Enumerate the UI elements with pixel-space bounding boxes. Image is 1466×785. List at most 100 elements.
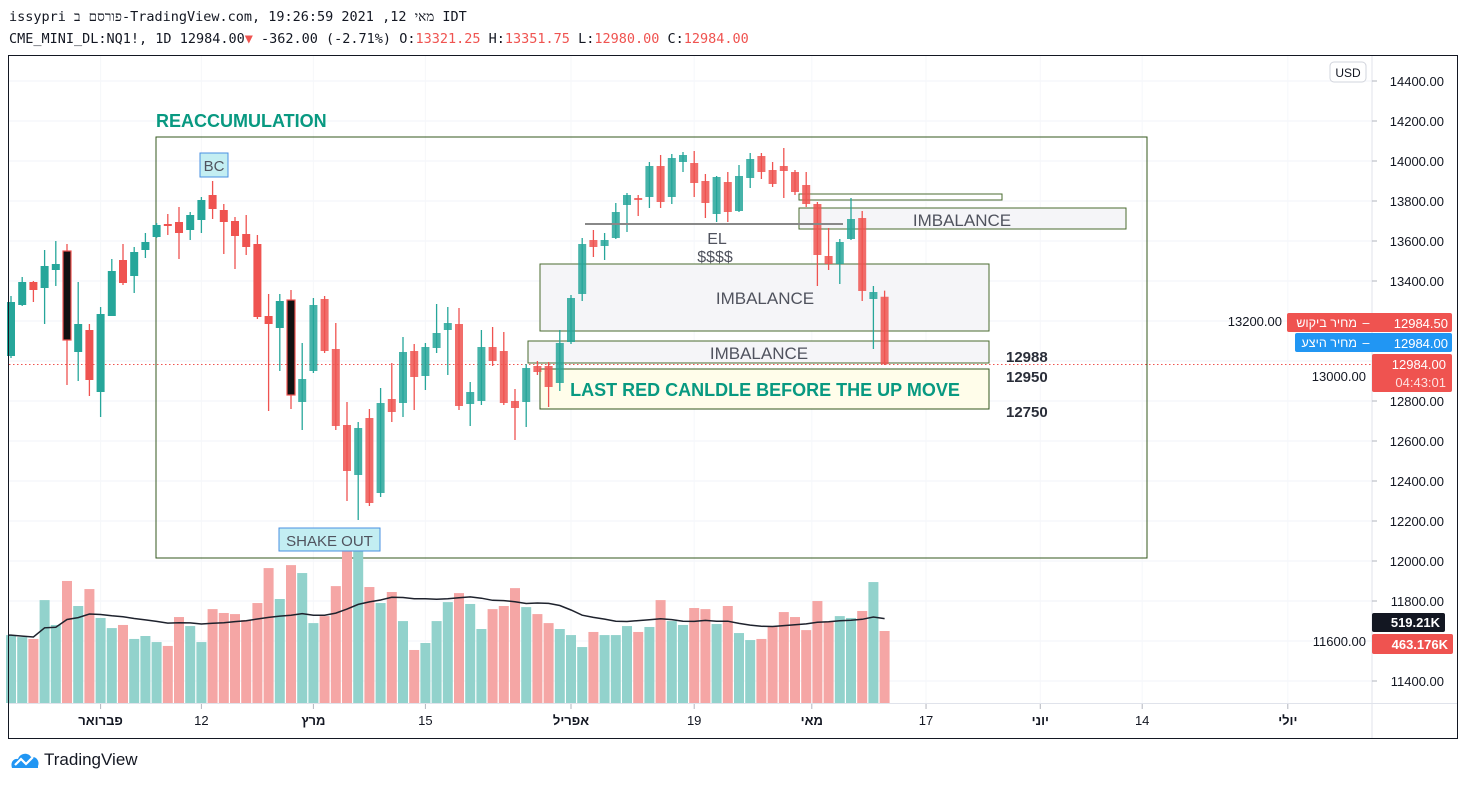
imbalance-mid-box[interactable]: [539, 263, 990, 332]
liquidity-label[interactable]: $$$$: [697, 249, 733, 266]
candle-body: [365, 418, 374, 503]
level-label-12950[interactable]: 12950: [1006, 369, 1048, 386]
candle: [264, 294, 273, 411]
ask-tag-dash: –: [1363, 336, 1370, 350]
price-tick-label: 11800.00: [1391, 594, 1444, 609]
currency-button[interactable]: [1329, 61, 1367, 83]
price-axis[interactable]: 14400.00 14200.00 14000.00 13800.00 13600.00…: [1228, 74, 1444, 689]
candle-body: [40, 266, 49, 288]
last-red-candle-label[interactable]: LAST RED CANLDLE BEFORE THE UP MOVE: [570, 380, 960, 400]
brand-name[interactable]: TradingView: [44, 750, 138, 769]
volume-bar: [431, 621, 442, 703]
shake-out-label[interactable]: SHAKE OUT: [286, 533, 373, 550]
candle: [119, 244, 127, 285]
high-label: H:: [488, 31, 505, 47]
candle: [589, 230, 598, 257]
candle: [331, 323, 340, 430]
candle-body: [331, 349, 340, 426]
volume-bar: [767, 626, 778, 703]
candle: [600, 233, 609, 260]
candle-body: [623, 195, 631, 205]
price-tick-label: 14400.00: [1390, 74, 1444, 89]
price-tick-label: 11600.00: [1313, 634, 1366, 649]
bid-tag: [1287, 313, 1452, 332]
volume-bar: [252, 603, 263, 703]
last-red-candle-box[interactable]: [539, 368, 990, 410]
candle: [858, 211, 867, 301]
price-tick-label: 11400.00: [1391, 674, 1444, 689]
chart-frame: [8, 55, 1458, 739]
last-price-tag: [1372, 354, 1452, 392]
level-label-12750[interactable]: 12750: [1006, 404, 1048, 421]
volume-bar: [678, 624, 688, 703]
candle-body: [421, 347, 430, 376]
tradingview-logo-icon: [11, 753, 39, 768]
ask-tag-label: מחיר היצע: [1302, 336, 1357, 350]
candles: [7, 148, 889, 520]
candle: [656, 155, 665, 208]
symbol-name[interactable]: CME_MINI_DL:NQ1!, 1D: [9, 31, 172, 47]
price-change: -362.00 (-2.71%): [261, 31, 392, 47]
bid-tag-label: מחיר ביקוש: [1296, 316, 1357, 330]
bc-label[interactable]: BC: [204, 158, 225, 175]
level-label-12988[interactable]: 12988: [1006, 349, 1048, 366]
volume-bar: [566, 635, 576, 703]
volume-ma-line: [9, 596, 885, 638]
volume-bar: [756, 638, 767, 703]
time-axis[interactable]: פברואר 12 מרץ 15 אפריל 19 מאי 17 יוני 14 יולי: [78, 704, 1297, 728]
time-tick-label: יולי: [1278, 713, 1297, 728]
volume-bar: [62, 580, 72, 703]
imbalance-thin-box[interactable]: [798, 193, 1003, 201]
volume-bar: [409, 649, 420, 703]
ask-tag-value: 12984.00: [1394, 336, 1448, 351]
volume-bar: [84, 589, 95, 703]
candle-body: [533, 366, 542, 372]
time-tick-label: אפריל: [553, 713, 589, 728]
imbalance-mid-label[interactable]: IMBALANCE: [716, 289, 814, 308]
candle: [779, 148, 788, 198]
low-label: L:: [578, 31, 595, 47]
candle-body: [735, 176, 743, 211]
close-value: 12984.00: [683, 31, 749, 47]
volume-bar: [118, 624, 128, 703]
volume-bar: [711, 624, 722, 703]
bc-label-box: [199, 152, 229, 178]
candle-body: [51, 264, 60, 270]
candle: [712, 176, 721, 222]
volume-bar: [801, 630, 812, 703]
candle: [522, 364, 531, 427]
candle-body: [824, 256, 833, 264]
reaccumulation-box[interactable]: [155, 136, 1148, 559]
candle-body: [186, 215, 195, 230]
candle: [757, 153, 766, 179]
candle: [880, 290, 889, 365]
candle-body: [197, 200, 206, 220]
candle-body: [712, 177, 721, 214]
el-label[interactable]: EL: [707, 231, 727, 248]
candle: [343, 402, 351, 501]
candle-body: [779, 166, 788, 171]
volume-bar: [162, 645, 173, 703]
volume-bar: [174, 617, 184, 703]
candle-body: [96, 314, 105, 392]
time-tick-label: מאי: [801, 713, 823, 728]
candle: [242, 215, 251, 255]
candle-body: [443, 323, 452, 330]
candle-body: [847, 219, 855, 239]
imbalance-low-label[interactable]: IMBALANCE: [710, 344, 808, 363]
annotations: [155, 136, 1148, 559]
candle: [107, 259, 116, 316]
candle-body: [757, 156, 766, 172]
candle-body: [119, 260, 127, 283]
candle-body: [499, 351, 508, 403]
imbalance-top-box[interactable]: [798, 207, 1127, 230]
reaccumulation-label[interactable]: REACCUMULATION: [156, 111, 327, 131]
annotation-labels: REACCUMULATION BC SHAKE OUT EL $$$$ IMBA…: [156, 111, 1048, 552]
candle-body: [387, 399, 396, 412]
candle-body: [410, 351, 419, 377]
candle-body: [354, 428, 363, 475]
imbalance-top-label[interactable]: IMBALANCE: [913, 211, 1011, 230]
volume-bar: [510, 588, 520, 703]
candle: [399, 337, 407, 417]
